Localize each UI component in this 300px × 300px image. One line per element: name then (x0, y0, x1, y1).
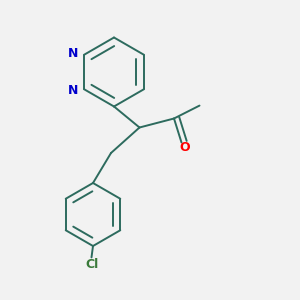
Text: N: N (68, 84, 78, 97)
Text: O: O (180, 141, 190, 154)
Text: Cl: Cl (85, 257, 98, 271)
Text: N: N (68, 47, 78, 60)
